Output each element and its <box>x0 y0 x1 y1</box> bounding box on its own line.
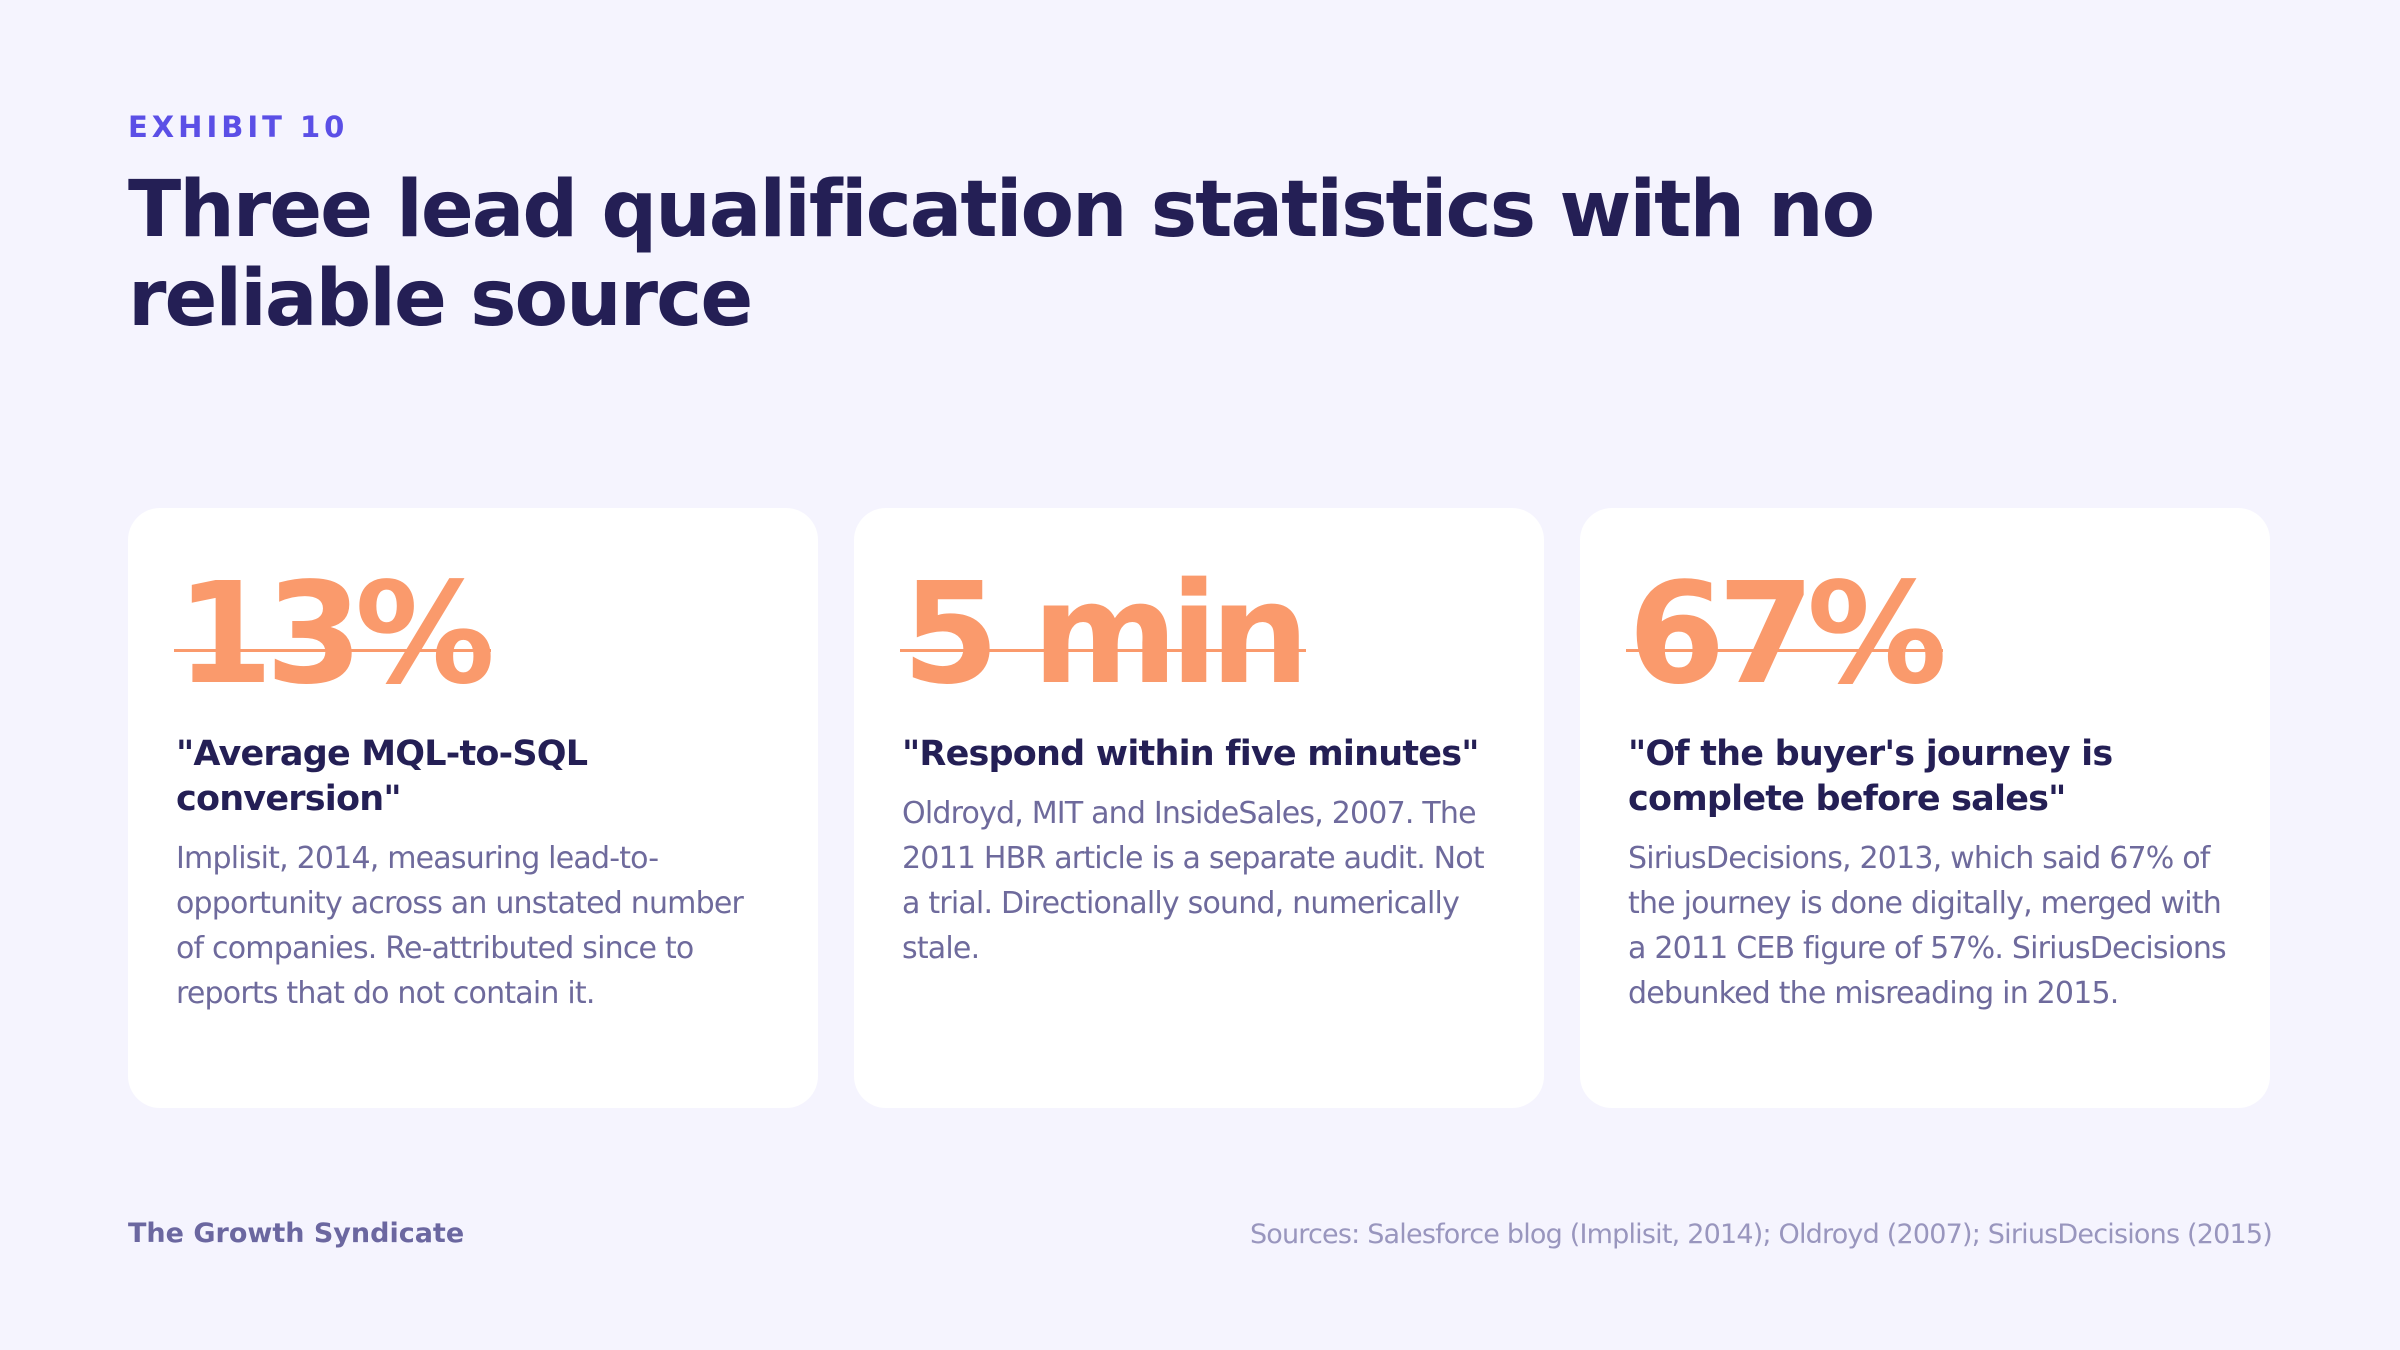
stat-card-response-time: 5 min "Respond within five minutes" Oldr… <box>854 508 1544 1108</box>
sources-note: Sources: Salesforce blog (Implisit, 2014… <box>1249 1219 2273 1250</box>
stat-origin-text: SiriusDecisions, 2013, which said 67% of… <box>1628 841 2227 1011</box>
stat-value-text: 67% <box>1628 553 1947 716</box>
strikethrough-line <box>900 649 1306 652</box>
strikethrough-line <box>1626 649 1944 652</box>
stat-value: 5 min <box>900 560 1310 710</box>
brand-name: The Growth Syndicate <box>128 1218 465 1249</box>
stat-value: 13% <box>174 560 495 710</box>
exhibit-label: EXHIBIT 10 <box>128 110 349 144</box>
stat-claim: "Average MQL-to-SQL conversion" <box>176 734 588 819</box>
stat-cards: 13% "Average MQL-to-SQL conversion" Impl… <box>128 508 2270 1108</box>
strikethrough-line <box>174 649 492 652</box>
stat-value-text: 13% <box>176 553 495 716</box>
stat-value-text: 5 min <box>902 553 1310 716</box>
stat-card-buyer-journey: 67% "Of the buyer's journey is complete … <box>1580 508 2270 1108</box>
stat-value: 67% <box>1626 560 1947 710</box>
stat-origin-text: Implisit, 2014, measuring lead-to-opport… <box>176 841 744 1011</box>
stat-card-conversion: 13% "Average MQL-to-SQL conversion" Impl… <box>128 508 818 1108</box>
stat-origin-text: Oldroyd, MIT and InsideSales, 2007. The … <box>902 796 1485 966</box>
page-title: Three lead qualification statistics with… <box>128 165 1875 344</box>
stat-claim: "Of the buyer's journey is complete befo… <box>1628 734 2113 819</box>
stat-claim: "Respond within five minutes" <box>902 734 1480 774</box>
